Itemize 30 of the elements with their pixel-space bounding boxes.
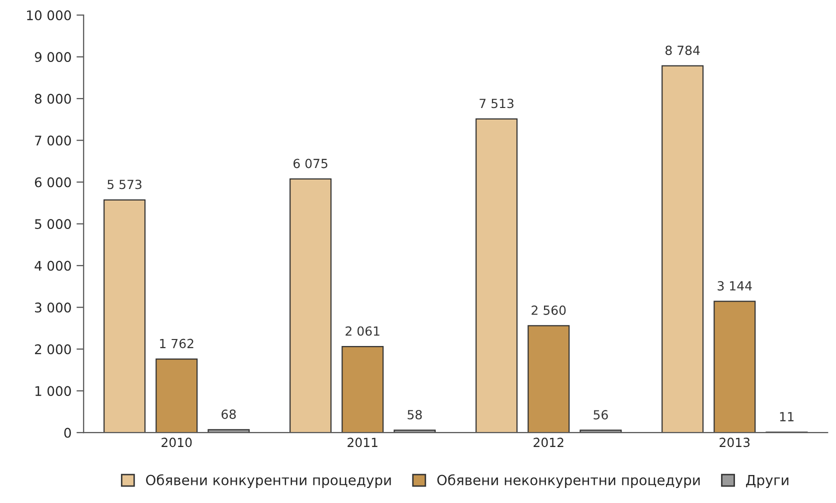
y-tick-label: 5 000 [35,219,71,230]
legend-label: Други [746,474,788,488]
y-tick-label: 7 000 [35,136,71,146]
legend-label: Обявени конкурентни процедури [146,474,391,488]
x-tick-label: 2012 [534,438,564,448]
x-tick-label: 2013 [720,438,750,448]
y-tick-label: 1 000 [35,386,71,396]
data-label: 5 573 [108,180,142,190]
data-label: 2 560 [532,305,566,315]
data-label: 6 075 [294,158,328,168]
y-tick-label: 0 [64,428,71,438]
y-tick-label: 9 000 [34,52,71,62]
legend-label: Обявени неконкурентни процедури [437,474,700,488]
data-label: 1 762 [160,338,194,348]
x-tick-label: 2011 [348,438,378,448]
data-label: 11 [780,412,794,422]
y-tick-label: 8 000 [34,94,71,104]
y-tick-label: 3 000 [35,302,71,313]
data-label: 56 [594,410,608,420]
data-label: 58 [408,410,422,420]
y-tick-label: 6 000 [34,177,71,188]
data-label: 3 144 [718,281,752,291]
y-tick-label: 2 000 [34,344,71,354]
data-label: 8 784 [666,46,700,56]
data-label: 2 061 [346,326,380,336]
data-label: 68 [222,410,236,419]
data-label: 7 513 [480,98,514,108]
y-tick-label: 4 000 [34,260,71,271]
x-tick-label: 2010 [162,438,192,448]
y-tick-label: 10 000 [27,10,71,20]
